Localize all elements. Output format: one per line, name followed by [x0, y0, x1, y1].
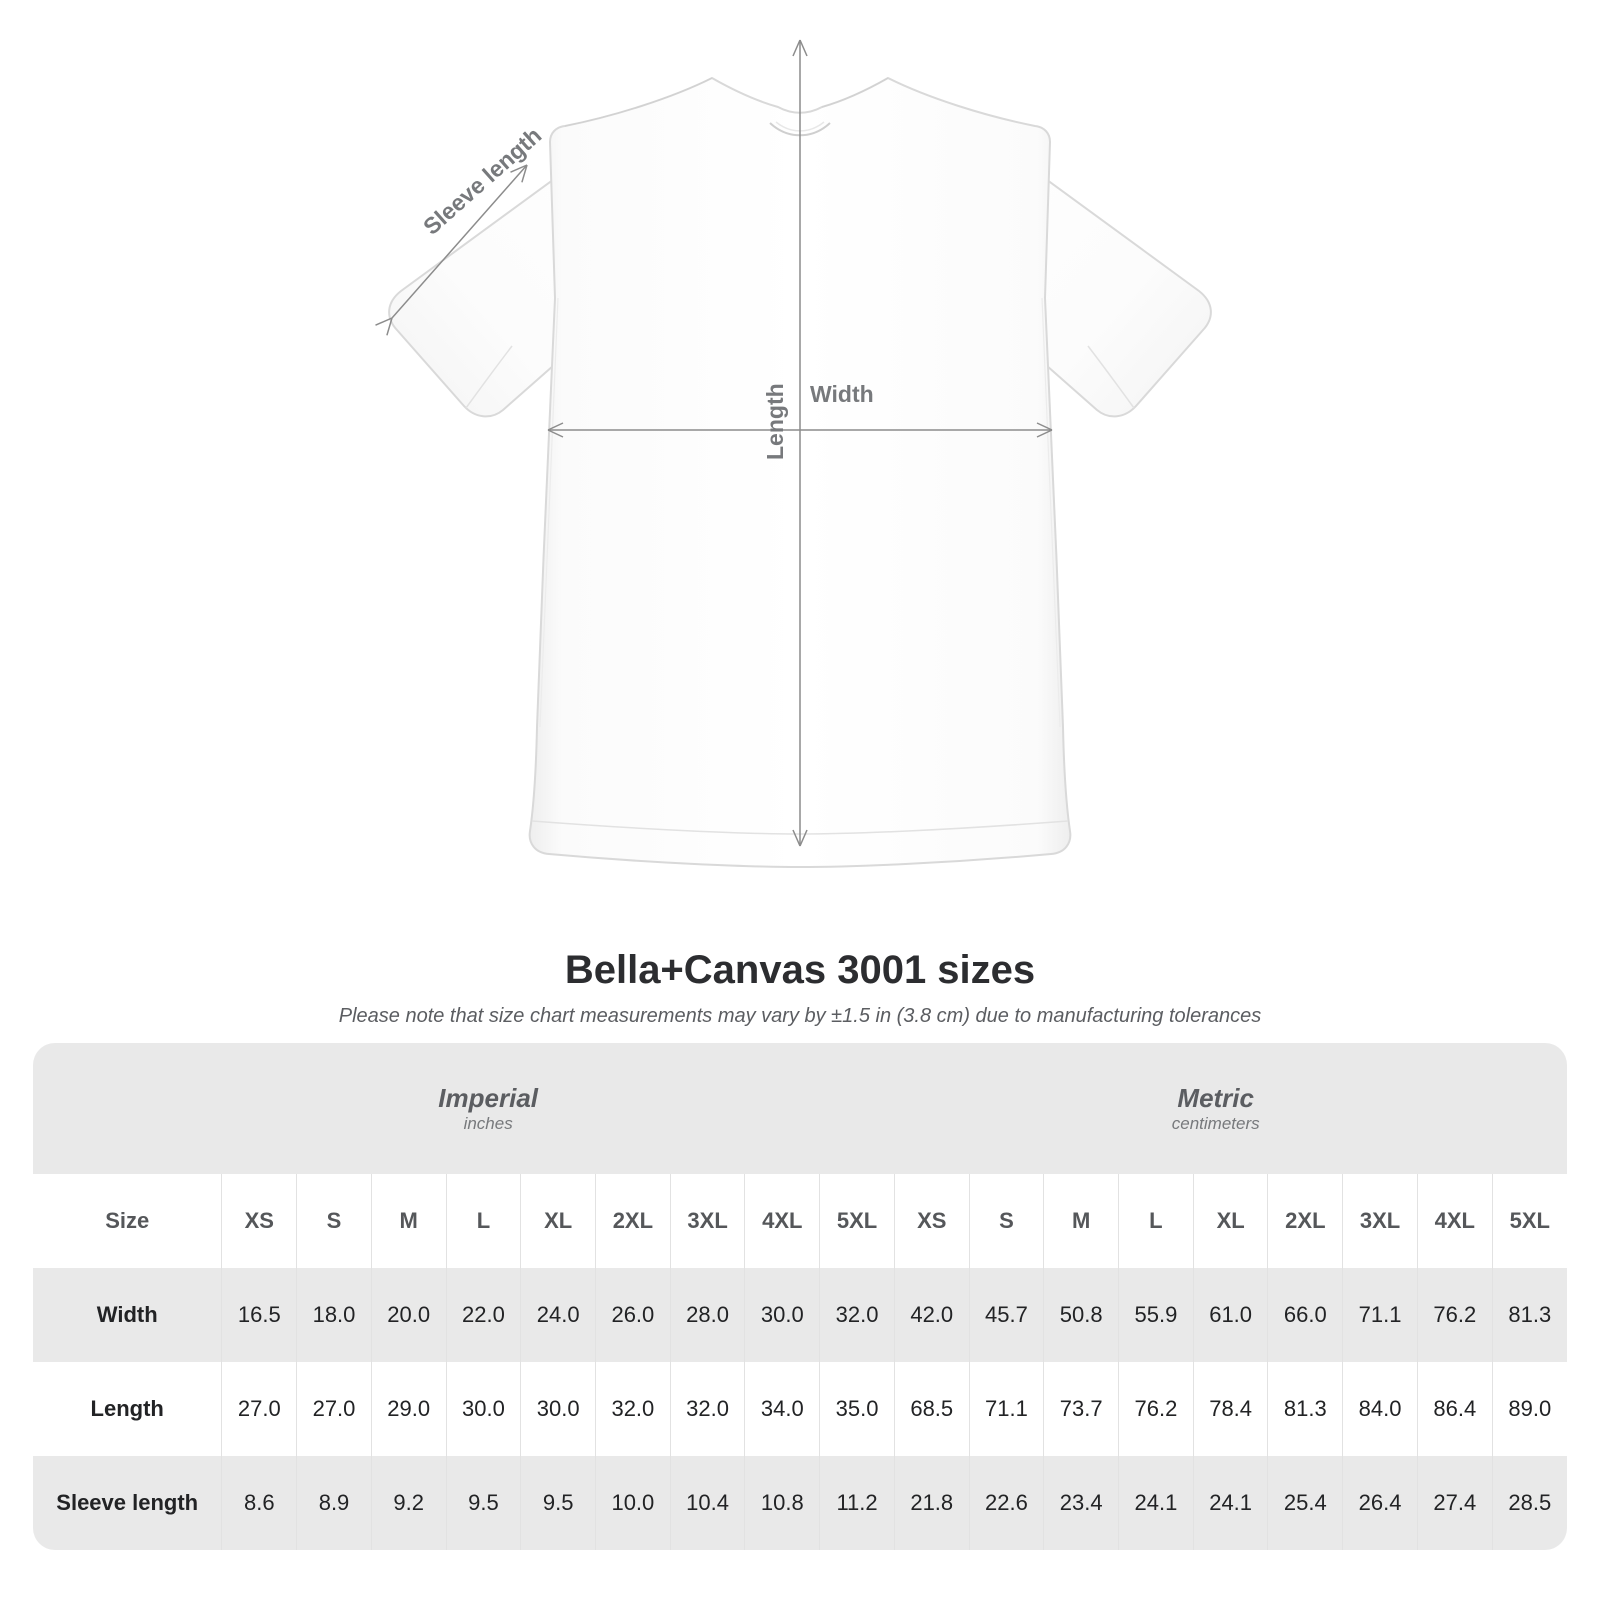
svg-text:Width: Width: [810, 381, 874, 407]
svg-text:Length: Length: [762, 383, 788, 460]
